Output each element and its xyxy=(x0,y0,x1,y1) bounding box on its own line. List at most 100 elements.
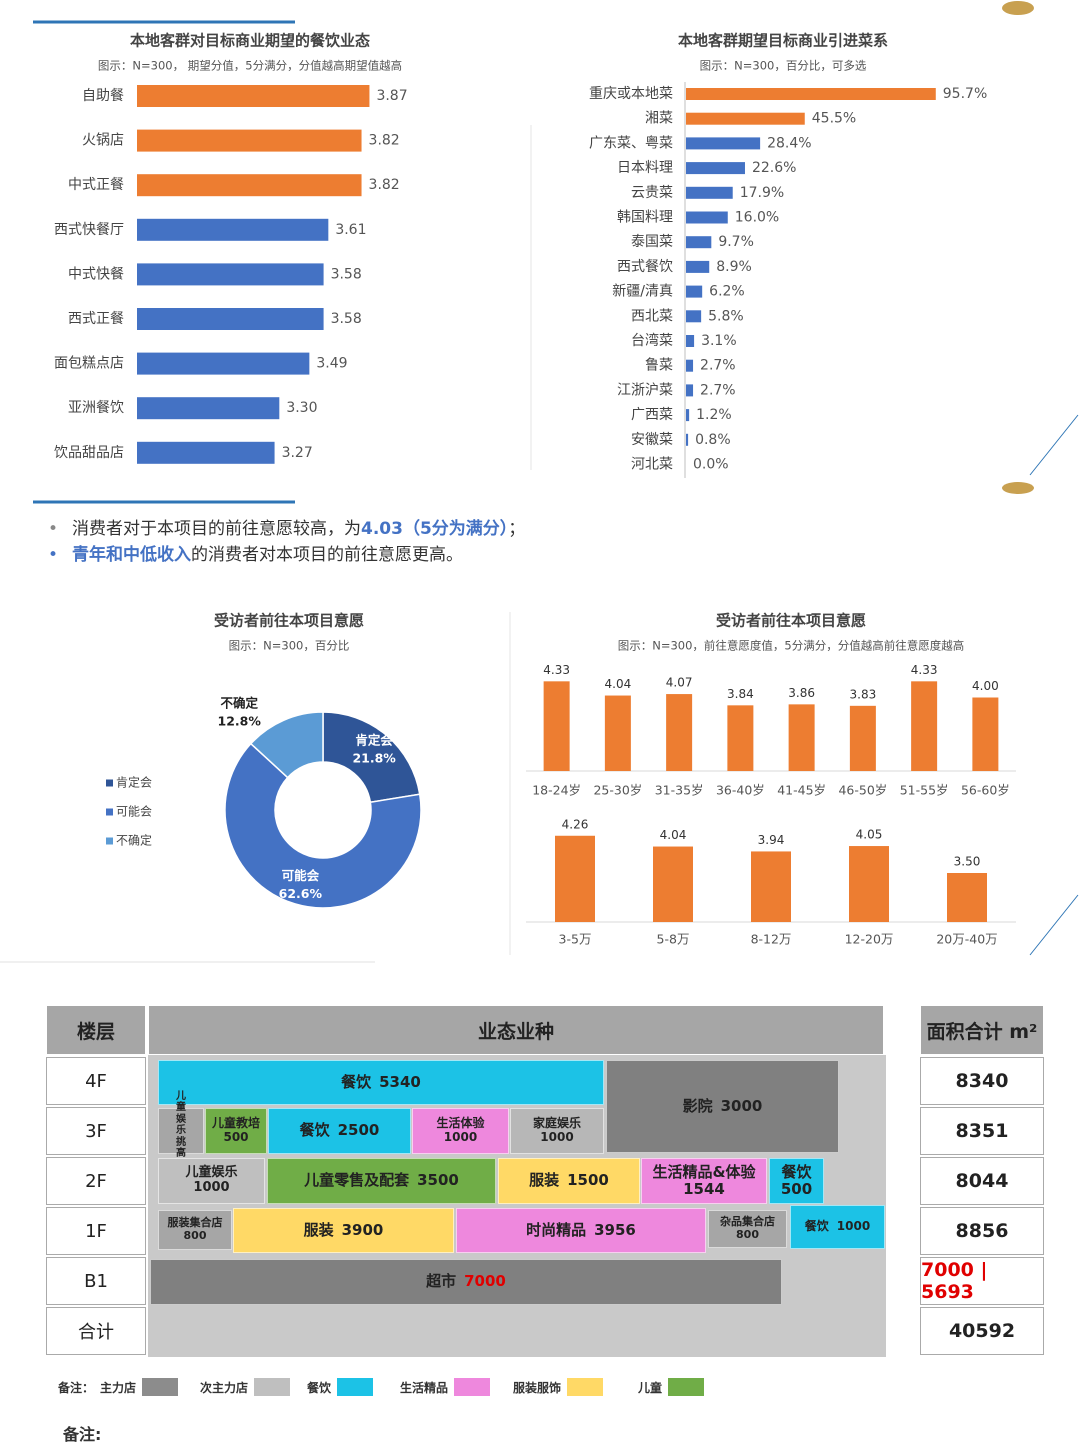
value-label: 4.04 xyxy=(660,828,687,842)
value-label: 4.05 xyxy=(856,828,883,842)
block-name: 儿童零售及配套 xyxy=(304,1171,410,1190)
value-label: 3.61 xyxy=(335,222,366,238)
block-size: 2500 xyxy=(337,1121,380,1140)
block-name: 服装 xyxy=(303,1220,334,1239)
legend-label: 不确定 xyxy=(116,833,152,848)
category-label: 新疆/清真 xyxy=(612,284,673,300)
value-label: 4.00 xyxy=(972,679,999,693)
legend-label: 服装服饰 xyxy=(513,1381,562,1395)
bar xyxy=(686,186,733,199)
mix-block: 儿童娱乐挑高300 xyxy=(158,1091,204,1171)
value-label: 0.8% xyxy=(695,432,731,448)
bar xyxy=(653,846,693,922)
category-label: 西式餐饮 xyxy=(617,259,673,275)
bar xyxy=(686,88,936,100)
category-label: 云贵菜 xyxy=(631,185,673,201)
chart-title: 本地客群对目标商业期望的餐饮业态 xyxy=(130,32,370,50)
legend-swatch xyxy=(142,1378,178,1396)
block-name: 儿童娱乐挑高 xyxy=(176,1090,186,1160)
bar xyxy=(666,694,693,771)
block-name: 杂品集合店 xyxy=(720,1215,775,1229)
bullet-item: • 消费者对于本项目的前往意愿较高，为4.03（5分为满分）； xyxy=(48,514,525,539)
legend-label: 主力店 xyxy=(100,1381,137,1395)
category-label: 25-30岁 xyxy=(593,783,642,798)
category-label: 41-45岁 xyxy=(777,783,826,798)
category-label: 鲁菜 xyxy=(645,358,673,374)
decoration xyxy=(1029,414,1079,476)
legend-swatch xyxy=(454,1378,490,1396)
bar xyxy=(137,129,362,152)
block-size: 1544 xyxy=(683,1180,725,1198)
chart-title: 受访者前往本项目意愿 xyxy=(716,612,866,630)
bar xyxy=(788,704,815,771)
area-cell: 7000 | 5693 xyxy=(920,1257,1044,1305)
decoration xyxy=(1002,1,1034,15)
bullet-text: 的消费者对本项目的前往意愿更高。 xyxy=(191,545,463,565)
value-label: 3.84 xyxy=(727,687,754,701)
value-label: 16.0% xyxy=(735,210,779,226)
category-label: 中式快餐 xyxy=(68,266,124,282)
bar xyxy=(686,137,761,150)
value-label: 28.4% xyxy=(767,135,811,151)
chart-title: 受访者前往本项目意愿 xyxy=(214,612,364,630)
category-label: 湘菜 xyxy=(645,111,673,127)
mix-block: 儿童娱乐 1000 xyxy=(158,1158,265,1204)
value-label: 4.26 xyxy=(562,817,589,831)
block-name: 儿童教培 xyxy=(212,1116,261,1131)
block-name: 生活体验 xyxy=(436,1116,485,1131)
legend-label: 肯定会 xyxy=(116,775,152,790)
bar xyxy=(727,705,754,771)
slice-value: 62.6% xyxy=(279,886,323,901)
bar xyxy=(686,409,690,422)
mix-block: 影院 3000 xyxy=(606,1060,839,1153)
bar xyxy=(686,384,694,397)
bar xyxy=(137,441,275,464)
area-cell: 40592 xyxy=(920,1307,1044,1355)
bar xyxy=(849,705,876,771)
mix-block: 服装 3900 xyxy=(233,1208,454,1253)
floor-cell: 2F xyxy=(46,1157,146,1205)
bullet-text: 青年和中低收入 xyxy=(72,545,191,565)
block-size: 3956 xyxy=(594,1220,636,1239)
category-label: 面包糕点店 xyxy=(54,356,124,372)
block-name: 影院 xyxy=(682,1096,713,1115)
legend-swatch xyxy=(106,808,113,816)
category-label: 江浙沪菜 xyxy=(617,382,673,398)
category-label: 西式快餐厅 xyxy=(54,222,124,238)
legend-swatch xyxy=(106,837,113,845)
area-cell: 8351 xyxy=(920,1107,1044,1155)
category-label: 广西菜 xyxy=(631,407,673,423)
bar xyxy=(137,308,324,330)
legend-swatch xyxy=(668,1378,704,1396)
value-label: 3.58 xyxy=(331,266,362,282)
value-label: 2.7% xyxy=(700,382,736,398)
category-label: 36-40岁 xyxy=(716,783,765,798)
block-name: 餐饮 xyxy=(804,1219,829,1234)
block-name: 餐饮 xyxy=(299,1121,330,1140)
value-label: 8.9% xyxy=(716,259,752,275)
category-label: 河北菜 xyxy=(631,457,673,473)
value-label: 4.04 xyxy=(605,677,632,691)
bar xyxy=(686,260,710,273)
bar xyxy=(947,873,987,922)
category-label: 56-60岁 xyxy=(961,783,1010,798)
bar xyxy=(686,211,728,224)
slice-value: 12.8% xyxy=(218,714,262,729)
floor-cell: 合计 xyxy=(46,1307,146,1355)
donut-slice xyxy=(322,711,421,804)
category-label: 5-8万 xyxy=(657,932,690,947)
bar xyxy=(686,112,805,125)
chart-subtitle: 图示：N=300，百分比，可多选 xyxy=(700,59,867,73)
block-size: 1000 xyxy=(540,1130,574,1144)
category-label: 安徽菜 xyxy=(631,432,673,448)
bullet-text: ； xyxy=(508,519,526,539)
block-name: 时尚精品 xyxy=(526,1220,587,1239)
value-label: 45.5% xyxy=(812,111,856,127)
category-label: 饮品甜品店 xyxy=(54,445,124,461)
bar xyxy=(137,352,310,375)
category-label: 51-55岁 xyxy=(900,783,949,798)
bar xyxy=(137,85,370,107)
chart-subtitle: 图示：N=300，前往意愿度值，5分满分，分值越高前往意愿度越高 xyxy=(618,639,965,653)
chart-subtitle: 图示：N=300，百分比 xyxy=(229,639,350,653)
legend-title: 备注： xyxy=(58,1381,95,1395)
